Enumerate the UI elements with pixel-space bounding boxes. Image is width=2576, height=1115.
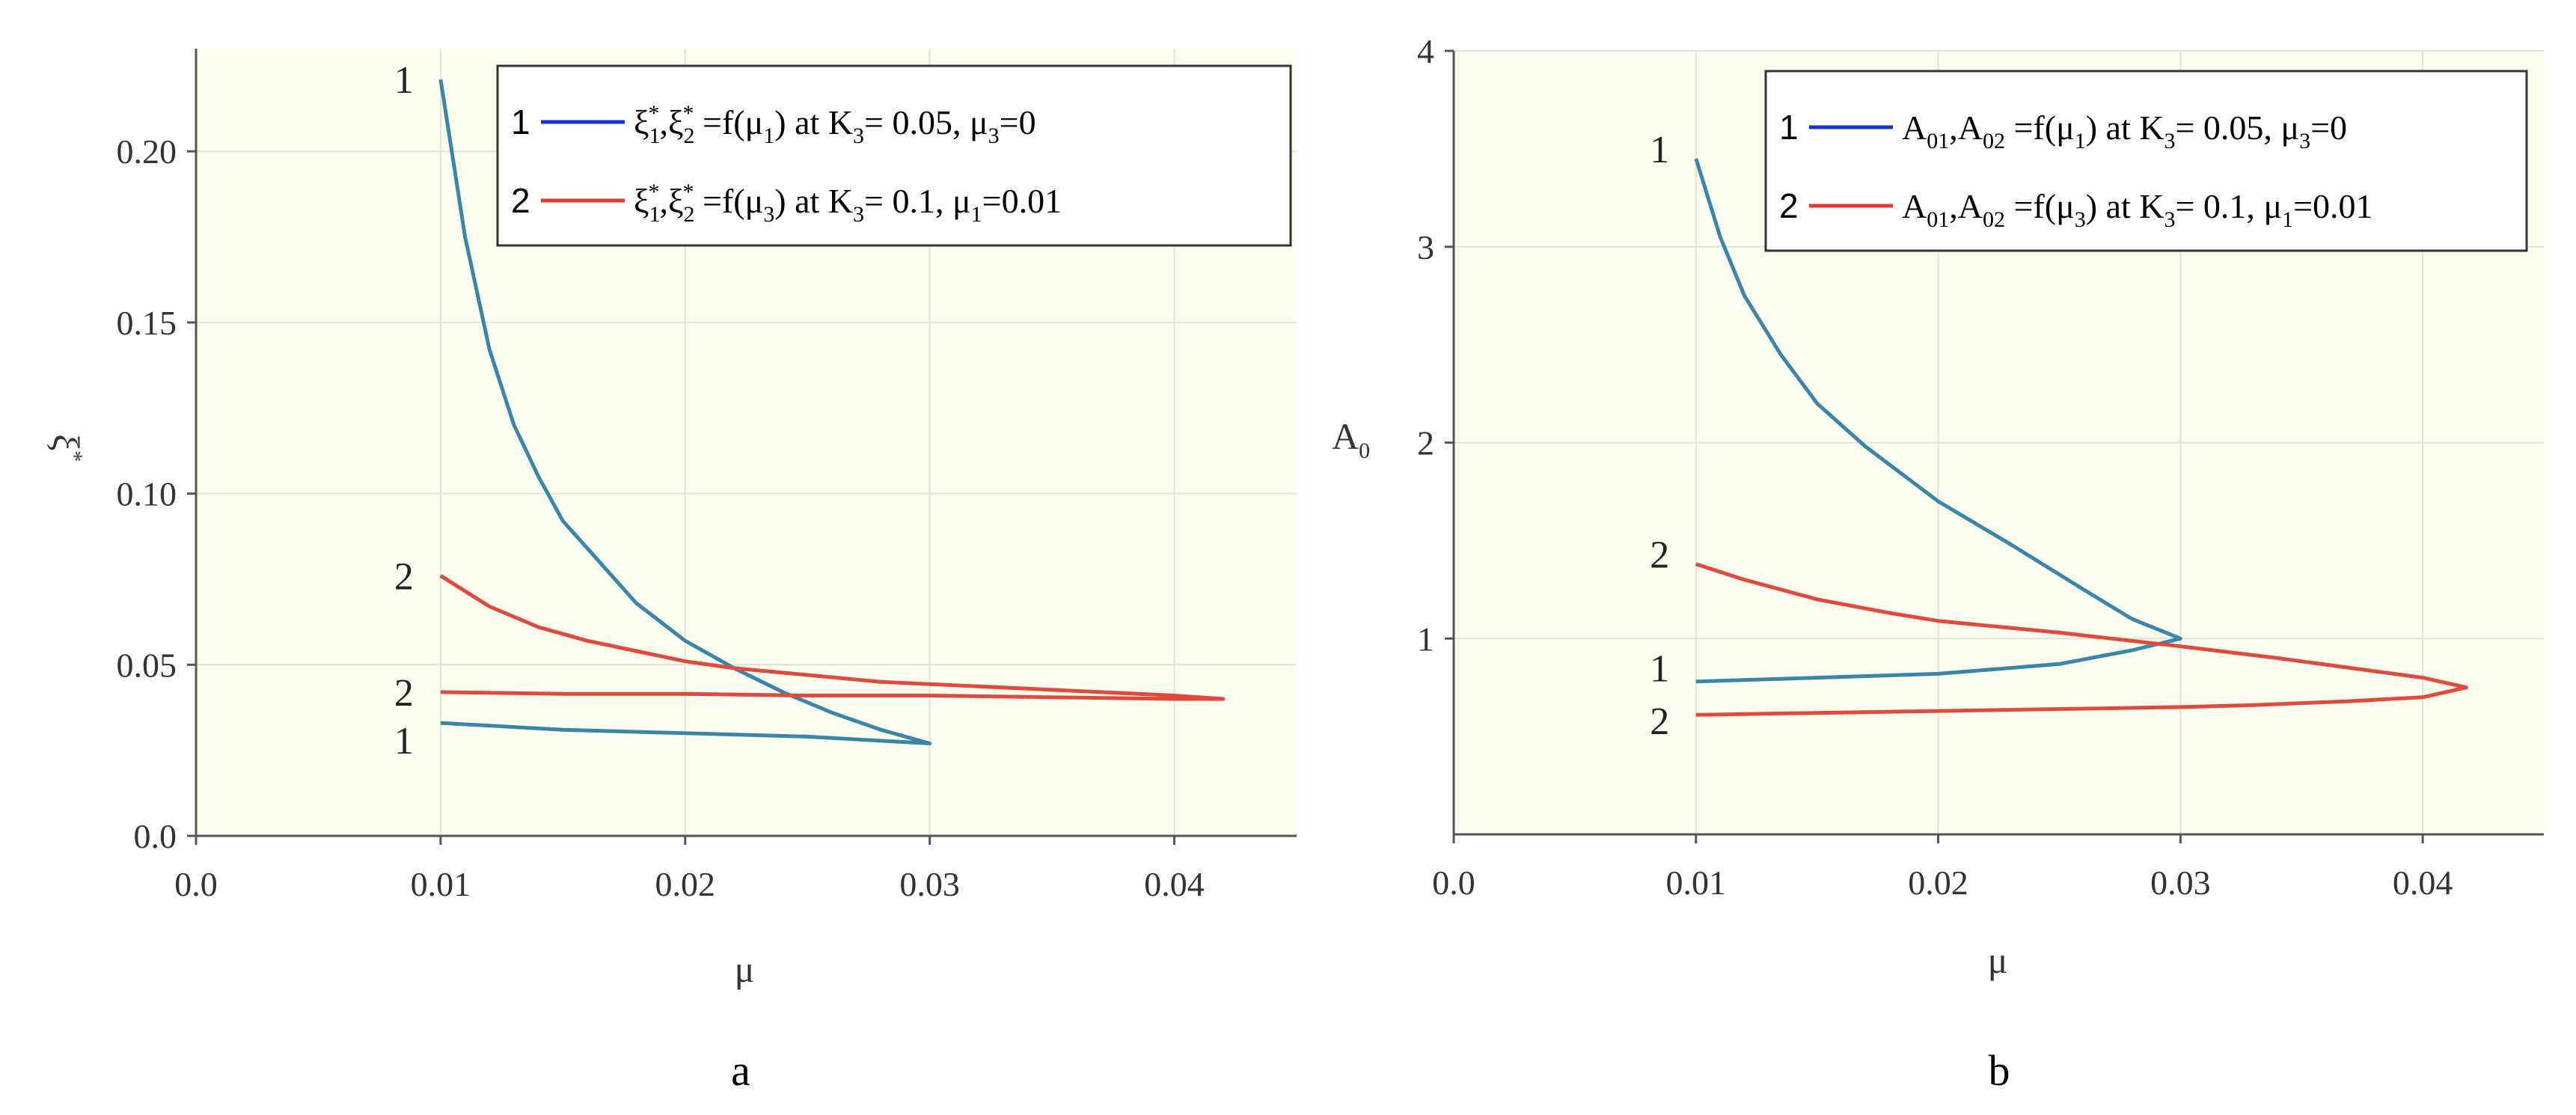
legend-entry-text: ξ1*​,ξ2*​ =f(μ1​) at K3​= 0.05, μ3​=0	[634, 101, 1036, 148]
curve-label: 2	[1650, 534, 1669, 577]
curve-label: 2	[394, 555, 414, 598]
legend-number: 2	[511, 181, 530, 220]
x-axis-label: μ	[735, 948, 755, 990]
y-tick-label: 0.05	[117, 646, 177, 684]
legend-number: 1	[1779, 108, 1799, 147]
series-line-1	[1694, 158, 2182, 684]
legend-entry-text: ξ1*​,ξ2*​ =f(μ3​) at K3​= 0.1, μ1​=0.01	[634, 180, 1062, 227]
curve-label: 2	[394, 672, 414, 715]
curve-label: 1	[1650, 129, 1669, 171]
x-tick-label: 0.01	[1666, 864, 1727, 902]
y-tick-label: 0.20	[117, 132, 177, 171]
x-tick-label: 0.0	[174, 865, 218, 903]
series-line-2	[1695, 562, 2468, 717]
legend-entry-text: A01​,A02​ =f(μ1​) at K3​= 0.05, μ3​=0	[1902, 109, 2347, 153]
x-tick-label: 0.02	[655, 865, 716, 903]
y-tick-label: 0.15	[117, 304, 177, 342]
y-tick-label: 1	[1417, 620, 1434, 658]
legend-box	[1764, 70, 2528, 252]
x-tick-label: 0.0	[1432, 864, 1475, 902]
x-tick-label: 0.02	[1908, 864, 1968, 902]
y-tick-label: 3	[1417, 228, 1434, 266]
panel-caption: b	[1989, 1046, 2010, 1095]
curve-label: 1	[394, 720, 414, 763]
y-tick-label: 2	[1417, 424, 1434, 462]
y-axis-label: ξ*​	[46, 434, 88, 462]
legend-entry-text: A01​,A02​ =f(μ3​) at K3​= 0.1, μ1​=0.01	[1902, 187, 2373, 232]
x-tick-label: 0.03	[2150, 864, 2211, 902]
y-tick-label: 4	[1417, 32, 1434, 70]
curve-label: 2	[1650, 700, 1669, 743]
series-line-1	[438, 79, 932, 745]
y-tick-label: 0.0	[134, 817, 177, 855]
x-tick-label: 0.01	[411, 865, 471, 903]
x-tick-label: 0.04	[1144, 865, 1205, 903]
y-axis-label: A0​	[1332, 415, 1370, 463]
x-tick-label: 0.03	[899, 865, 960, 903]
curve-label: 1	[394, 59, 414, 102]
legend-number: 1	[511, 103, 530, 141]
y-tick-label: 0.10	[117, 475, 177, 513]
x-tick-label: 0.04	[2393, 864, 2453, 902]
panel-a: 0.0 0.01 0.02 0.03 0.04 0.0 0.05 0.10 0.15 0.20 μ ξ…	[46, 49, 1297, 1095]
legend-box	[496, 64, 1292, 247]
x-axis-label: μ	[1988, 939, 2008, 981]
series-line-2	[439, 574, 1226, 701]
panel-caption: a	[731, 1046, 750, 1095]
legend-number: 2	[1779, 186, 1799, 225]
panel-b: 0.0 0.01 0.02 0.03 0.04 1 2 3 4 μ A0​ 1 1 2 2 1 A01​,A02…	[1332, 32, 2544, 1095]
curve-label: 1	[1650, 648, 1669, 691]
